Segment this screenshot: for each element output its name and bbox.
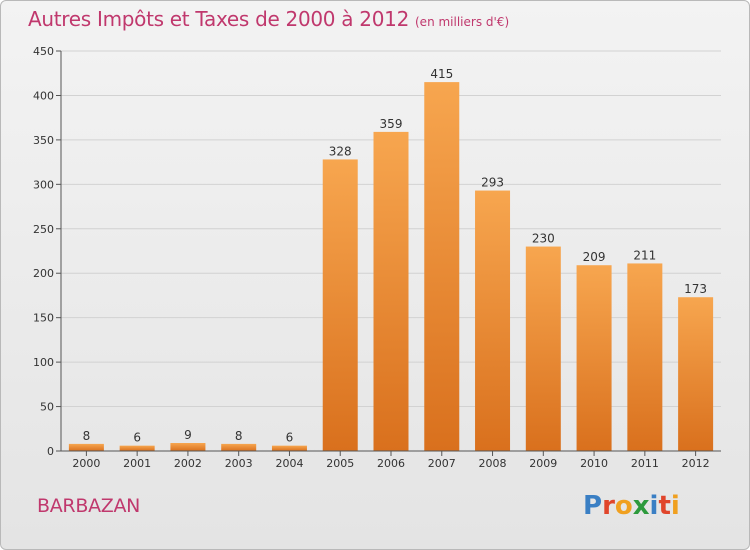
logo-letter: r [602, 491, 615, 521]
bar-2010 [576, 265, 612, 451]
bar-2011 [627, 263, 663, 451]
y-tick-label-450: 450 [33, 45, 54, 58]
data-label-2008: 293 [481, 176, 504, 190]
logo-letter: P [583, 491, 603, 521]
data-label-2000: 8 [83, 429, 91, 443]
bars [68, 82, 714, 452]
data-label-2010: 209 [583, 250, 606, 264]
chart-title: Autres Impôts et Taxes de 2000 à 2012 (en… [28, 7, 509, 31]
chart-subtitle: (en milliers d'€) [415, 15, 510, 29]
y-tick-label-0: 0 [47, 445, 54, 458]
x-tick-label-2002: 2002 [174, 457, 202, 470]
data-label-2002: 9 [184, 428, 192, 442]
y-tick-label-150: 150 [33, 312, 54, 325]
y-tick-label-50: 50 [40, 401, 54, 414]
x-tick-label-2008: 2008 [479, 457, 507, 470]
logo-letter: i [670, 491, 680, 521]
bar-2002 [170, 443, 206, 451]
y-tick-label-100: 100 [33, 356, 54, 369]
x-tick-label-2004: 2004 [275, 457, 303, 470]
logo-letter: t [658, 491, 671, 521]
x-tick-label-2010: 2010 [580, 457, 608, 470]
data-labels: 8 6 9 8 6 328 359 415 293 230 209 211 173 [83, 67, 708, 445]
logo-letter: o [614, 491, 633, 521]
x-tick-label-2003: 2003 [225, 457, 253, 470]
data-label-2005: 328 [329, 144, 352, 158]
data-label-2001: 6 [133, 431, 141, 445]
y-tick-label-200: 200 [33, 267, 54, 280]
data-label-2011: 211 [633, 248, 656, 262]
x-tick-label-2007: 2007 [428, 457, 456, 470]
bar-2004 [271, 445, 307, 451]
y-tick-label-250: 250 [33, 223, 54, 236]
bar-2001 [119, 445, 155, 451]
bar-2007 [424, 82, 460, 451]
bar-2008 [475, 190, 511, 452]
data-label-2007: 415 [430, 67, 453, 81]
commune-name: BARBAZAN [37, 495, 141, 517]
data-label-2006: 359 [380, 117, 403, 131]
x-tick-label-2009: 2009 [529, 457, 557, 470]
x-tick-label-2006: 2006 [377, 457, 405, 470]
y-tick-label-300: 300 [33, 178, 54, 191]
logo-letter: x [632, 491, 650, 521]
data-label-2004: 6 [286, 431, 294, 445]
logo-letter: i [649, 491, 659, 521]
axes: 0 50 100 150 200 250 300 350 400 450 2000 2001 2002 2… [33, 45, 721, 470]
bar-2000 [68, 443, 104, 451]
proxiti-logo[interactable]: Proxiti [583, 491, 680, 521]
y-tick-label-400: 400 [33, 89, 54, 102]
data-label-2009: 230 [532, 232, 555, 246]
bar-2006 [373, 131, 409, 451]
data-label-2012: 173 [684, 282, 707, 296]
x-tick-label-2005: 2005 [326, 457, 354, 470]
title-text: Autres Impôts et Taxes de 2000 à 2012 [28, 7, 409, 31]
bar-2005 [322, 159, 358, 451]
bar-2009 [525, 246, 561, 451]
x-tick-label-2000: 2000 [72, 457, 100, 470]
bar-2003 [221, 443, 257, 451]
bar-2012 [678, 297, 714, 451]
x-tick-label-2011: 2011 [631, 457, 659, 470]
x-tick-label-2001: 2001 [123, 457, 151, 470]
y-tick-label-350: 350 [33, 134, 54, 147]
data-label-2003: 8 [235, 429, 243, 443]
x-tick-label-2012: 2012 [682, 457, 710, 470]
